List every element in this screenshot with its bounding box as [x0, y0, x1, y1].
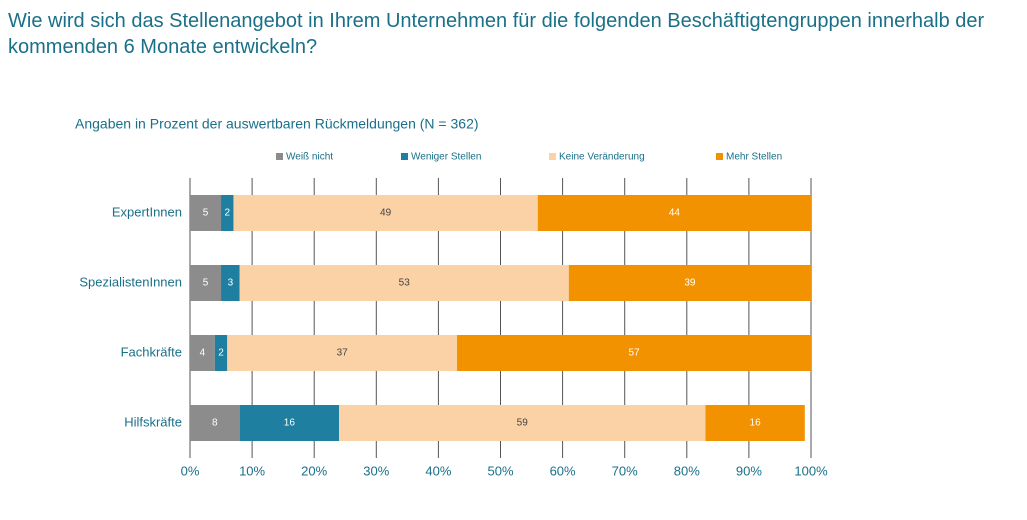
bar-segment: [239, 405, 340, 441]
value-label: 39: [684, 278, 696, 289]
value-label: 16: [750, 418, 762, 429]
bar-segment: [227, 335, 458, 371]
value-label: 16: [284, 418, 296, 429]
legend-label: Mehr Stellen: [726, 152, 782, 163]
x-tick-label: 90%: [736, 463, 762, 478]
bar-segment: [239, 265, 569, 301]
x-tick-label: 40%: [425, 463, 451, 478]
bar-segment: [339, 405, 706, 441]
x-tick-label: 0%: [181, 463, 200, 478]
legend-swatch: [549, 153, 556, 160]
value-label: 37: [337, 348, 349, 359]
bar-segment: [190, 195, 222, 231]
legend-swatch: [716, 153, 723, 160]
legend-swatch: [276, 153, 283, 160]
value-label: 59: [517, 418, 529, 429]
value-label: 49: [380, 208, 392, 219]
y-tick-label: Hilfskräfte: [124, 414, 182, 429]
bar-segment: [190, 265, 222, 301]
value-label: 2: [218, 348, 224, 359]
chart-subtitle: Angaben in Prozent der auswertbaren Rück…: [75, 116, 479, 132]
bar-segment: [568, 265, 811, 301]
bar-segment: [190, 335, 215, 371]
x-tick-label: 30%: [363, 463, 389, 478]
x-tick-label: 80%: [674, 463, 700, 478]
legend-label: Weiß nicht: [286, 152, 333, 163]
legend-label: Keine Veränderung: [559, 152, 645, 163]
value-label: 8: [212, 418, 218, 429]
value-label: 44: [669, 208, 681, 219]
value-label: 53: [399, 278, 411, 289]
bar-segment: [214, 335, 228, 371]
bar-segment: [233, 195, 538, 231]
bar-segment: [457, 335, 811, 371]
y-tick-label: SpezialistenInnen: [79, 274, 182, 289]
chart-title: Wie wird sich das Stellenangebot in Ihre…: [8, 10, 985, 58]
y-tick-label: ExpertInnen: [112, 204, 182, 219]
bar-segment: [705, 405, 805, 441]
y-tick-label: Fachkräfte: [121, 344, 182, 359]
bar-segment: [221, 265, 240, 301]
value-label: 5: [203, 208, 209, 219]
bar-segment: [190, 405, 240, 441]
x-tick-label: 20%: [301, 463, 327, 478]
value-label: 5: [203, 278, 209, 289]
value-label: 2: [224, 208, 230, 219]
value-label: 57: [628, 348, 640, 359]
bar-segment: [537, 195, 811, 231]
bar-segment: [221, 195, 234, 231]
value-label: 4: [200, 348, 206, 359]
legend-label: Weniger Stellen: [411, 152, 481, 163]
x-tick-label: 60%: [550, 463, 576, 478]
value-label: 3: [228, 278, 234, 289]
legend-swatch: [401, 153, 408, 160]
x-tick-label: 10%: [239, 463, 265, 478]
x-tick-label: 70%: [612, 463, 638, 478]
x-tick-label: 100%: [794, 463, 828, 478]
x-tick-label: 50%: [487, 463, 513, 478]
